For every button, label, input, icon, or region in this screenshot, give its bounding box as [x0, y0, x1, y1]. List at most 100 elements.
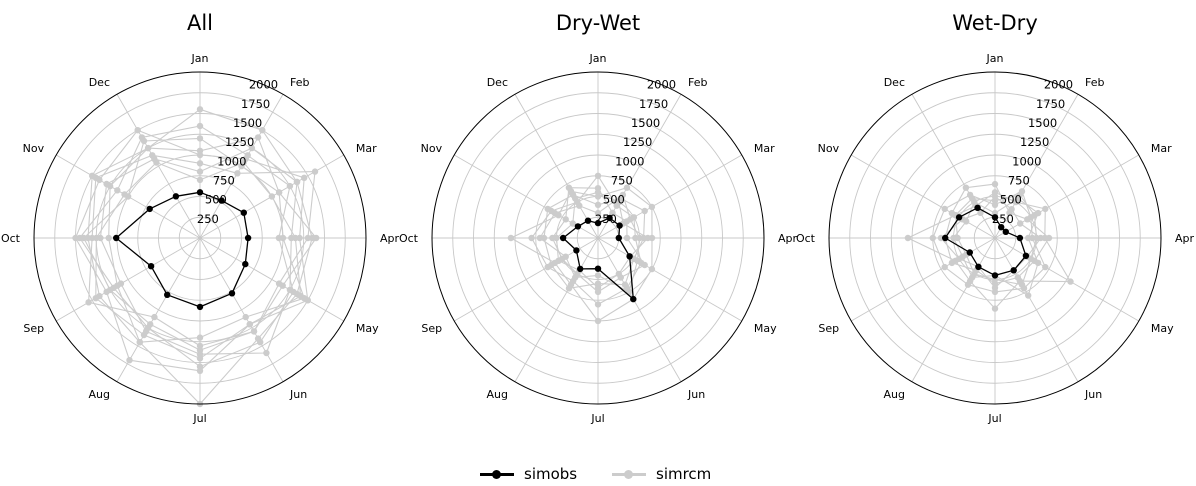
series-point-simrcm-7-4	[290, 288, 297, 296]
radial-tick-label: 1500	[631, 116, 660, 130]
chart-title: All	[187, 11, 213, 35]
series-point-simrcm-2-9	[528, 234, 535, 242]
grid-spoke-5	[199, 237, 284, 382]
series-point-simrcm-2-9	[929, 234, 936, 242]
series-point-simrcm-8-3	[292, 234, 299, 242]
category-label-aug: Aug	[89, 388, 110, 401]
series-line-simobs-0	[115, 191, 249, 308]
series-point-simrcm-3-2	[641, 207, 648, 215]
outer-circle	[431, 71, 765, 405]
category-label-jan: Jan	[191, 52, 209, 65]
series-point-simrcm-3-10	[544, 205, 551, 213]
grid-spoke-8	[56, 237, 201, 322]
series-point-simrcm-3-2	[1024, 216, 1031, 223]
category-label-dec: Dec	[884, 76, 905, 89]
series-point-simrcm-2-0	[594, 172, 602, 179]
series-point-simobs-0-7	[975, 263, 982, 270]
series-point-simrcm-5-9	[536, 234, 544, 242]
series-point-simrcm-6-10	[92, 174, 100, 181]
series-point-simobs-0-11	[974, 204, 981, 211]
radial-tick-label: 500	[1000, 193, 1022, 207]
radial-tick-label: 1000	[1012, 154, 1041, 168]
series-point-simrcm-5-2	[627, 216, 634, 223]
series-point-simrcm-5-6	[594, 272, 602, 279]
series-point-simrcm-4-4	[1034, 259, 1042, 267]
series-point-simrcm-1-2	[648, 203, 656, 211]
series-point-simrcm-3-1	[248, 144, 256, 152]
legend-item-simrcm: simrcm	[612, 462, 711, 486]
series-point-simrcm-4-10	[562, 216, 569, 223]
series-point-simrcm-3-11	[962, 184, 970, 191]
category-label-apr: Apr	[380, 232, 400, 245]
series-point-simrcm-6-3	[1033, 234, 1040, 242]
grid-spoke-5	[994, 237, 1079, 382]
series-point-simrcm-1-6	[594, 317, 602, 325]
series-point-simrcm-3-2	[293, 178, 301, 186]
series-point-simrcm-4-4	[641, 261, 648, 269]
legend: simobs simrcm	[0, 462, 1196, 486]
series-point-simrcm-5-4	[634, 257, 641, 264]
series-point-simrcm-7-9	[76, 234, 83, 242]
series-point-simrcm-6-11	[572, 195, 579, 202]
category-label-jun: Jun	[1084, 388, 1102, 401]
radial-tick-label: 1750	[241, 97, 270, 111]
series-point-simrcm-5-1	[1008, 206, 1015, 213]
series-point-simobs-0-5	[228, 290, 236, 297]
series-point-simrcm-2-8	[941, 263, 948, 271]
series-point-simobs-0-5	[1010, 267, 1017, 274]
series-point-simrcm-1-0	[196, 106, 204, 113]
radial-tick-label: 1000	[217, 154, 246, 168]
series-point-simrcm-5-1	[619, 191, 627, 199]
series-point-simobs-0-7	[164, 291, 171, 298]
series-point-simrcm-2-2	[301, 174, 308, 181]
series-point-simrcm-1-4	[648, 265, 656, 273]
series-point-simrcm-2-7	[964, 281, 972, 288]
radial-tick-label: 750	[611, 174, 633, 188]
series-point-simobs-0-1	[218, 197, 225, 204]
series-point-simobs-0-3	[615, 234, 622, 242]
category-label-feb: Feb	[688, 76, 707, 89]
series-point-simobs-0-0	[196, 189, 204, 196]
series-point-simrcm-3-8	[548, 261, 555, 269]
grid-spoke-4	[597, 237, 742, 322]
series-point-simrcm-2-7	[126, 357, 133, 364]
category-label-dec: Dec	[487, 76, 508, 89]
series-point-simrcm-6-7	[971, 270, 978, 278]
category-label-sep: Sep	[421, 322, 442, 335]
grid-spoke-7	[514, 237, 599, 382]
series-point-simrcm-6-10	[569, 220, 576, 227]
series-point-simobs-0-9	[942, 234, 949, 242]
series-point-simobs-0-4	[242, 260, 249, 268]
category-label-oct: Oct	[1, 232, 21, 245]
chart-title: Dry-Wet	[556, 11, 640, 35]
series-point-simobs-0-2	[616, 222, 623, 229]
series-point-simrcm-6-1	[234, 170, 241, 177]
series-point-simrcm-6-1	[615, 198, 622, 206]
category-label-sep: Sep	[23, 322, 44, 335]
series-point-simrcm-6-4	[1027, 255, 1035, 262]
series-point-simobs-0-7	[577, 265, 584, 273]
series-point-simrcm-7-5	[257, 339, 264, 346]
legend-label-simrcm: simrcm	[656, 465, 712, 483]
radial-tick-label: 750	[213, 174, 235, 188]
series-point-simrcm-7-1	[244, 152, 251, 159]
series-point-simrcm-6-6	[196, 342, 204, 350]
series-point-simrcm-4-0	[196, 135, 204, 142]
series-point-simrcm-3-0	[196, 168, 204, 175]
series-point-simobs-0-3	[1016, 234, 1024, 242]
category-label-sep: Sep	[818, 322, 839, 335]
radar-charts: All 250 500 750 1000 1250 1500 1750 2000 Jan Feb Ma…	[1, 11, 1195, 425]
series-point-simobs-0-1	[998, 224, 1005, 231]
series-point-simrcm-5-0	[594, 209, 602, 217]
series-point-simrcm-8-0	[196, 176, 204, 184]
series-point-simrcm-8-6	[196, 355, 204, 362]
series-point-simrcm-8-7	[140, 331, 148, 339]
grid-spoke-4	[199, 237, 344, 322]
series-point-simrcm-5-7	[136, 339, 143, 346]
series-point-simrcm-6-11	[969, 195, 976, 202]
series-point-simrcm-5-0	[196, 147, 204, 154]
radial-tick-label: 1250	[1020, 135, 1049, 149]
category-label-jun: Jun	[289, 388, 307, 401]
series-point-simrcm-6-5	[1018, 281, 1026, 288]
series-point-simrcm-3-0	[594, 201, 602, 208]
